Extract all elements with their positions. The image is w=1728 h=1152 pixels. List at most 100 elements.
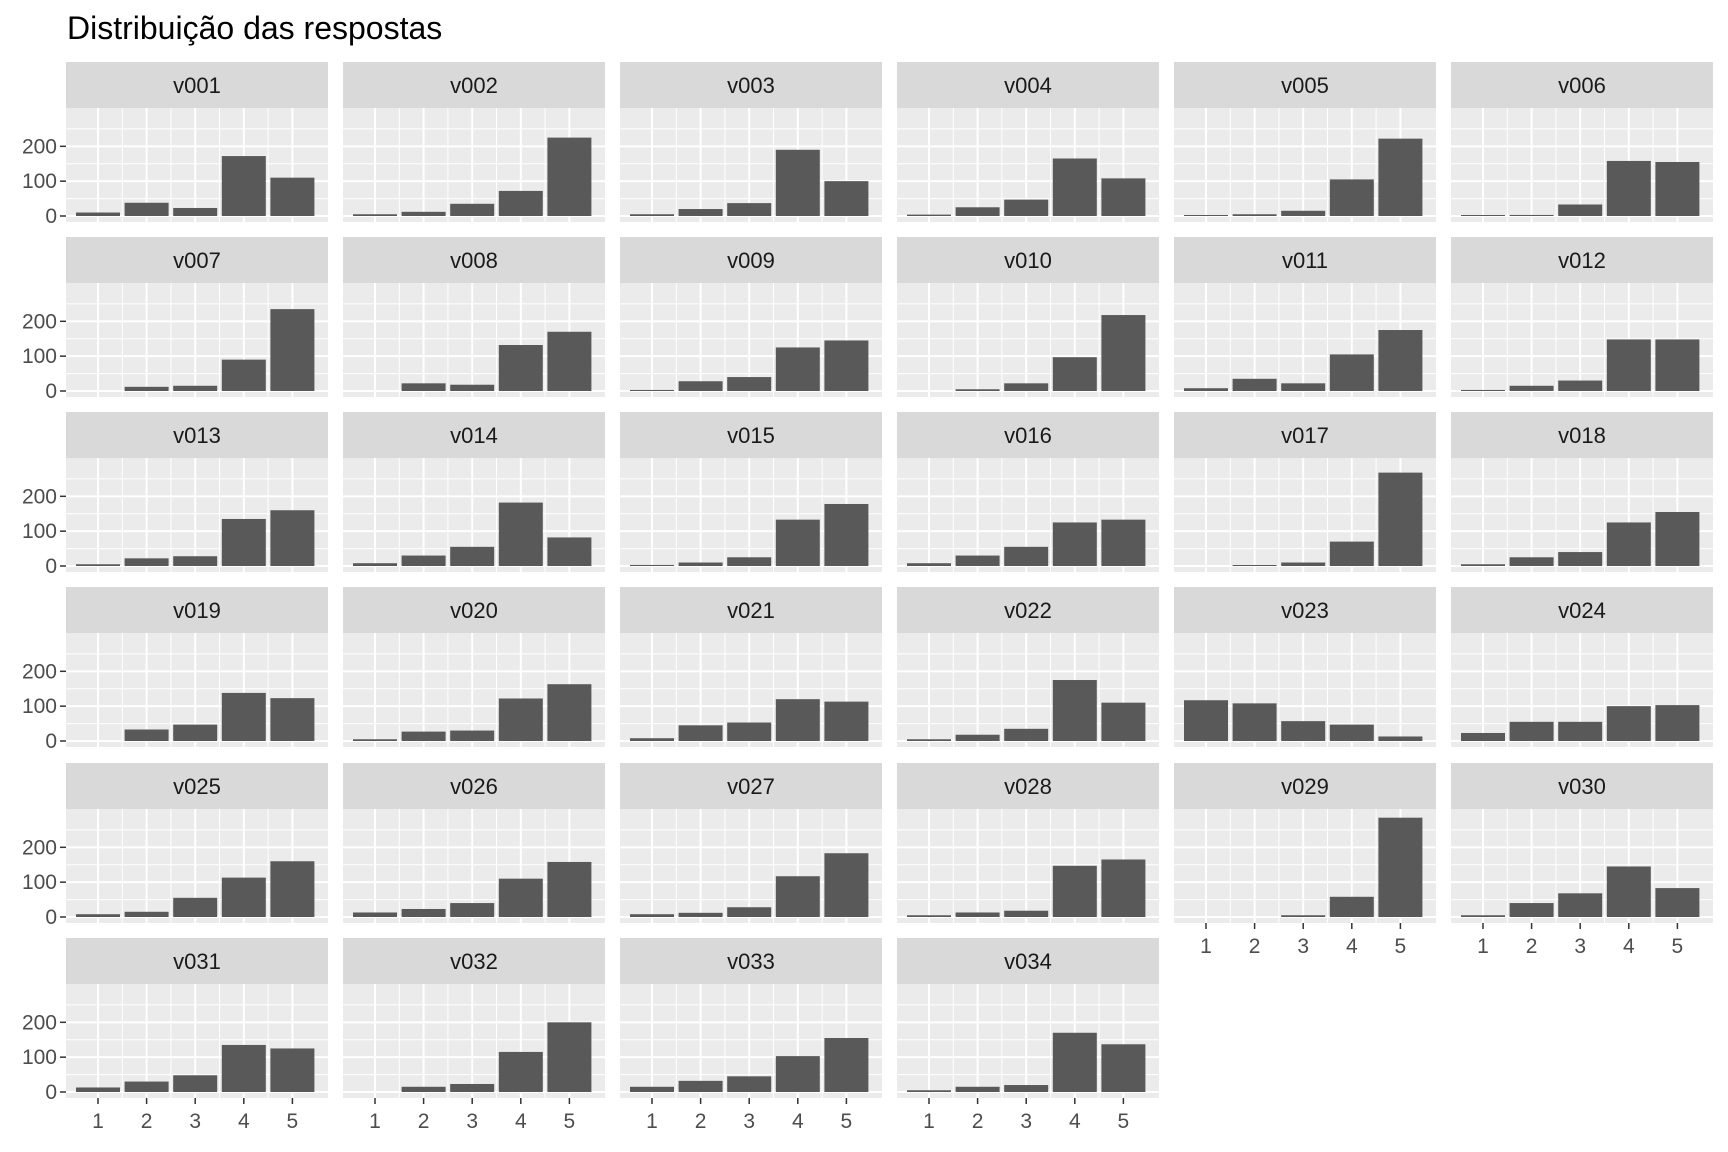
bar <box>270 861 315 917</box>
y-tick-label: 0 <box>45 730 57 753</box>
facet-panel-v010: v010 <box>897 237 1159 397</box>
bar <box>547 1022 592 1092</box>
bar <box>76 914 120 917</box>
y-tick-label: 200 <box>22 135 57 158</box>
facet-strip <box>343 237 605 283</box>
bar <box>630 214 674 216</box>
facet-label: v011 <box>1282 248 1328 273</box>
bar <box>1655 339 1700 391</box>
x-tick-label: 2 <box>972 1110 984 1133</box>
bar <box>824 701 869 741</box>
facet-strip <box>66 237 328 283</box>
bar <box>1184 700 1228 741</box>
bar <box>124 202 169 216</box>
y-tick-label: 200 <box>22 310 57 333</box>
bar <box>401 1086 446 1092</box>
facet-strip <box>620 237 882 283</box>
bar <box>498 878 543 917</box>
y-tick-label: 100 <box>22 170 57 193</box>
x-tick-label: 3 <box>1020 1110 1032 1133</box>
bar <box>1378 817 1423 917</box>
bar <box>173 207 218 216</box>
facet-label: v005 <box>1281 73 1329 98</box>
bar <box>173 724 218 741</box>
bar <box>1281 383 1326 391</box>
facet-label: v017 <box>1281 423 1329 448</box>
bar <box>1655 705 1700 741</box>
bar <box>1004 199 1049 216</box>
bar <box>907 739 951 741</box>
bar <box>1281 210 1326 216</box>
bar <box>727 203 772 216</box>
bar <box>727 557 772 566</box>
bar <box>450 903 495 917</box>
bar <box>1281 562 1326 566</box>
bar <box>775 1056 820 1092</box>
facet-strip <box>66 62 328 108</box>
bar <box>955 912 1000 917</box>
bar <box>727 377 772 391</box>
bar <box>1655 888 1700 917</box>
bar <box>450 546 495 566</box>
facet-panel-v031: v031 0 100 200 1 2 3 4 5 <box>22 938 328 1133</box>
bar <box>630 914 674 917</box>
facet-panel-v026: v026 <box>343 763 605 923</box>
facet-label: v001 <box>173 73 221 98</box>
facet-strip <box>897 237 1159 283</box>
facet-label: v016 <box>1004 423 1052 448</box>
bar <box>173 897 218 917</box>
bar <box>727 907 772 917</box>
bar <box>1461 389 1505 391</box>
bar <box>1004 910 1049 917</box>
facet-label: v014 <box>450 423 498 448</box>
facet-label: v029 <box>1281 774 1329 799</box>
bar <box>401 383 446 391</box>
bar <box>1329 541 1374 566</box>
bar <box>450 1083 495 1092</box>
bar <box>1461 732 1505 741</box>
facet-strip <box>1174 763 1436 809</box>
bar <box>1232 214 1277 216</box>
facet-panel-v025: v025 0 100 200 <box>22 763 328 929</box>
bar <box>221 1044 266 1092</box>
bar <box>824 853 869 917</box>
x-tick-label: 5 <box>1118 1110 1130 1133</box>
facet-label: v027 <box>727 774 775 799</box>
facet-label: v028 <box>1004 774 1052 799</box>
bar <box>270 1048 315 1092</box>
facet-strip <box>1451 62 1713 108</box>
bar <box>221 156 266 216</box>
facet-strip <box>620 763 882 809</box>
bar <box>955 734 1000 741</box>
bar <box>1378 736 1423 741</box>
facet-panel-v021: v021 <box>620 587 882 747</box>
bar <box>1655 511 1700 566</box>
facet-panel-v032: v032 1 2 3 4 5 <box>343 938 605 1133</box>
x-tick-label: 2 <box>1249 935 1261 958</box>
bar <box>270 698 315 741</box>
facet-panel-v019: v019 0 100 200 <box>22 587 328 753</box>
bar <box>824 181 869 216</box>
facet-label: v009 <box>727 248 775 273</box>
x-tick-label: 3 <box>743 1110 755 1133</box>
bar <box>1606 339 1651 391</box>
bar <box>1509 557 1554 566</box>
facet-strip <box>1451 763 1713 809</box>
x-tick-label: 4 <box>1069 1110 1081 1133</box>
bar <box>1004 383 1049 391</box>
bar <box>1281 915 1326 917</box>
facet-panel-v033: v033 1 2 3 4 5 <box>620 938 882 1133</box>
bar <box>124 386 169 391</box>
bar <box>547 861 592 917</box>
facet-strip <box>1451 237 1713 283</box>
bar <box>1509 721 1554 741</box>
facet-strip <box>343 587 605 633</box>
facet-label: v021 <box>727 598 775 623</box>
x-tick-label: 3 <box>1297 935 1309 958</box>
bar <box>221 359 266 391</box>
bar <box>775 149 820 216</box>
facet-panel-v008: v008 <box>343 237 605 397</box>
bar <box>173 556 218 566</box>
bar <box>124 558 169 566</box>
x-tick-label: 2 <box>141 1110 153 1133</box>
